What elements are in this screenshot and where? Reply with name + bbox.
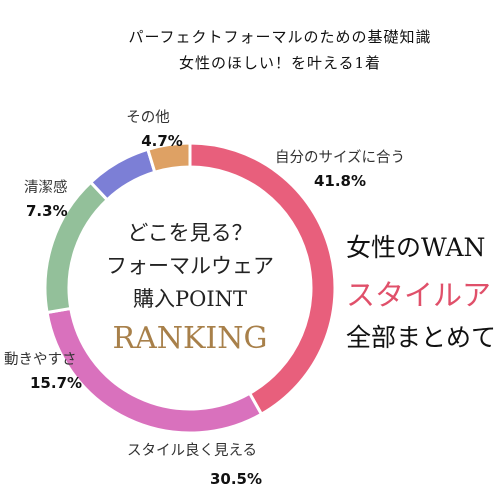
chart-title: 女性のほしい！を叶える1着	[178, 54, 382, 72]
slice-value-5: 4.7%	[141, 132, 183, 150]
slice-labels: 自分のサイズに合う 41.8% スタイル良く見える 30.5% 動きやすさ 15.7% 清潔…	[4, 109, 405, 488]
slice-label-2: スタイル良く見える	[127, 442, 257, 459]
slice-5	[145, 141, 192, 175]
slice-label-4: 清潔感	[24, 179, 68, 196]
slice-label-3: 動きやすさ	[4, 351, 77, 368]
slice-value-1: 41.8%	[314, 172, 366, 190]
slice-label-5: その他	[126, 109, 170, 126]
center-ranking-text: RANKING	[113, 321, 268, 356]
center-text-line-1: どこを見る？	[127, 221, 252, 245]
side-text-line1: 女性のWAN	[346, 233, 486, 262]
center-text-line-2: フォーマルウェア	[106, 254, 274, 278]
slice-4	[88, 147, 157, 202]
side-text-line2: スタイルア	[346, 278, 492, 312]
slice-label-1: 自分のサイズに合う	[275, 149, 405, 166]
chart-subtitle: パーフェクトフォーマルのための基礎知識	[128, 28, 432, 46]
slice-value-2: 30.5%	[210, 470, 262, 488]
slice-value-3: 15.7%	[30, 374, 82, 392]
center-text-line-3: 購入POINT	[133, 287, 247, 311]
side-text-line3: 全部まとめて	[346, 323, 497, 352]
donut-slices	[43, 141, 337, 435]
slice-value-4: 7.3%	[26, 202, 68, 220]
